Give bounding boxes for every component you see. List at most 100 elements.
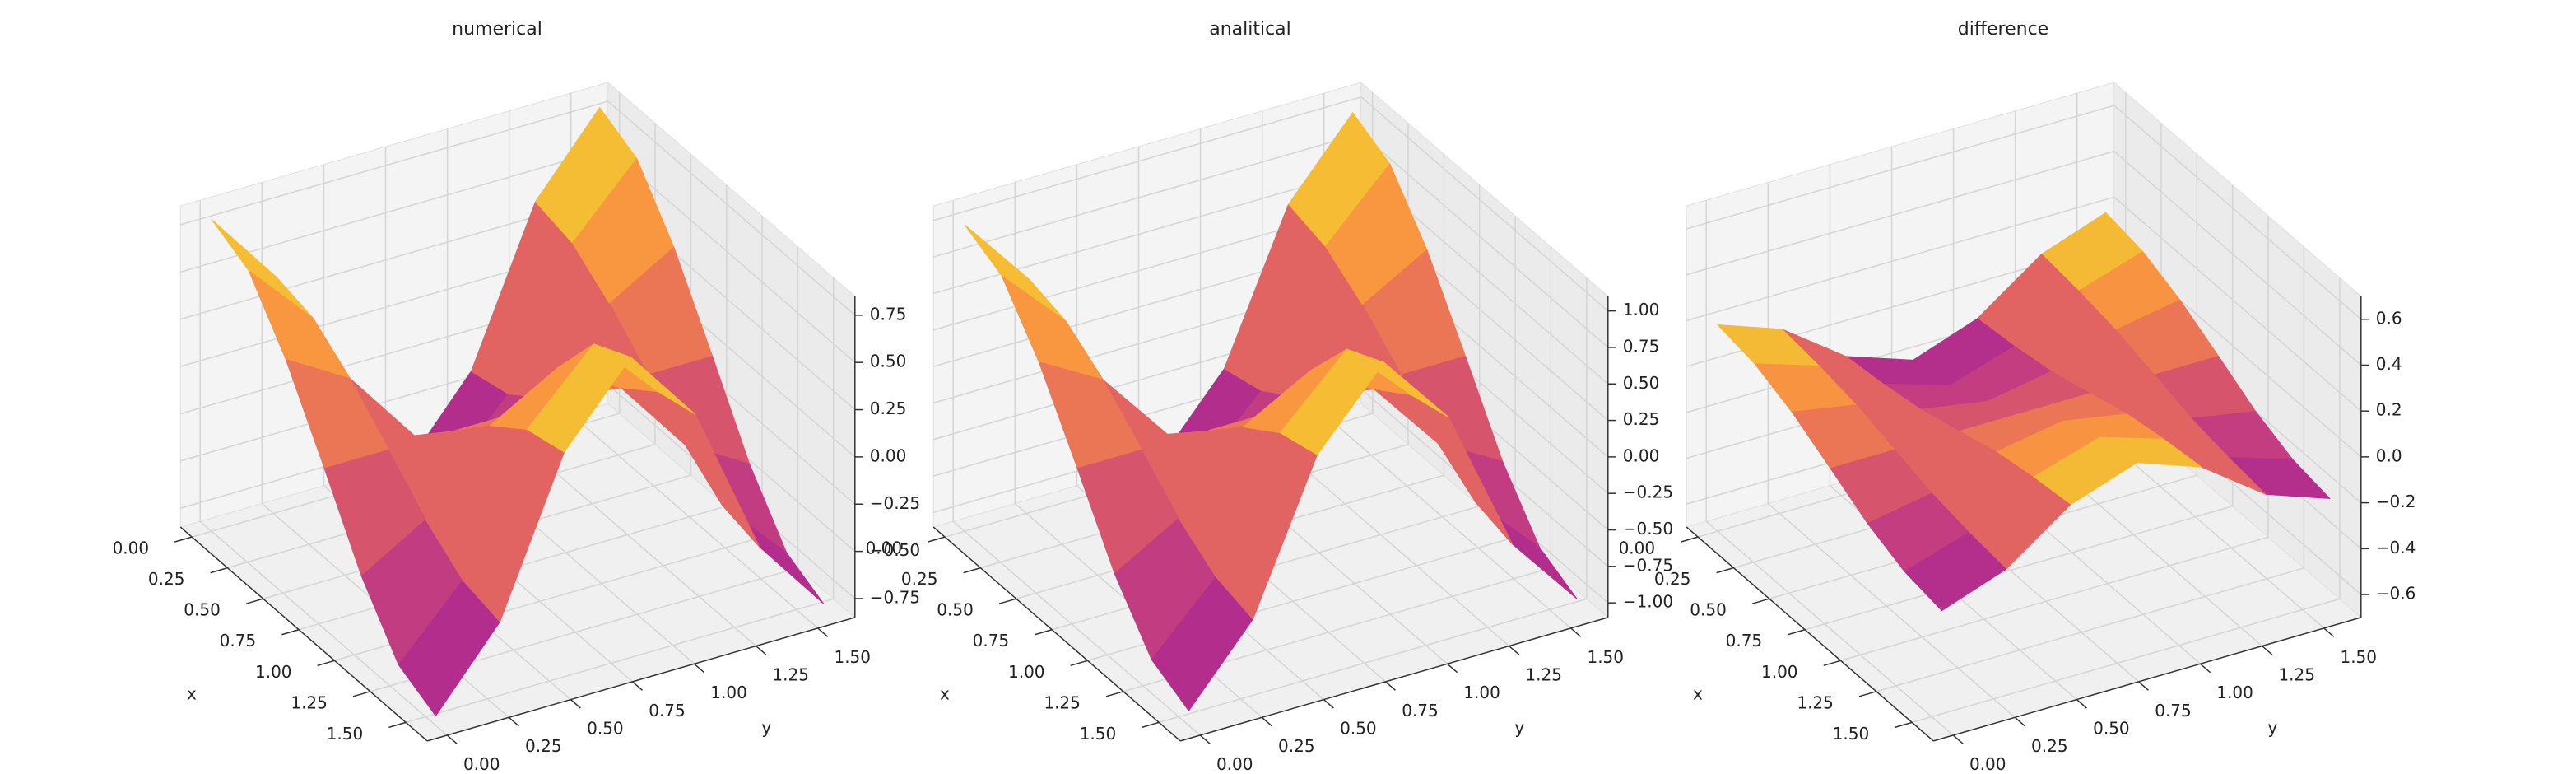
x-tick-label: 0.50 [184, 600, 221, 620]
z-tick-label: 0.4 [2376, 354, 2402, 374]
tick-mark [1751, 598, 1769, 604]
grid-line [1686, 196, 2362, 412]
z-tick-label: −0.75 [1623, 555, 1673, 575]
y-tick-label: 1.25 [1525, 664, 1562, 684]
x-tick-label: 0.00 [113, 539, 150, 558]
x-tick-label: 1.25 [1044, 692, 1081, 712]
tick-mark [2323, 627, 2335, 637]
axis-line [1686, 526, 1934, 742]
x-tick-label: 0.75 [220, 631, 257, 650]
y-tick-label: 0.25 [1278, 736, 1315, 756]
x-tick-label: 1.25 [291, 692, 328, 712]
tick-mark [1142, 721, 1160, 729]
chart-title: difference [1958, 19, 2048, 40]
x-tick-label: 1.25 [1797, 692, 1834, 712]
tick-mark [210, 567, 228, 574]
surface-patch [1904, 532, 2006, 612]
z-tick-label: 0.00 [1623, 445, 1660, 465]
y-tick-label: 0.50 [587, 718, 624, 738]
tick-mark [570, 699, 581, 709]
x-tick-label: 0.50 [937, 600, 974, 620]
axis-line [1932, 617, 2362, 742]
tick-mark [817, 627, 829, 637]
x-tick-label: 0.25 [148, 569, 185, 589]
y-tick-label: 0.00 [1969, 754, 2006, 774]
tick-mark [998, 598, 1016, 604]
z-tick-label: 0.75 [1623, 336, 1660, 356]
x-tick-label: 1.00 [255, 662, 292, 682]
z-tick-label: 0.00 [870, 445, 907, 465]
tick-mark [2076, 699, 2087, 709]
z-tick-label: 0.0 [2376, 445, 2402, 465]
z-tick-label: 0.75 [870, 304, 907, 324]
tick-mark [1952, 734, 1964, 744]
tick-mark [1823, 660, 1841, 667]
x-tick-label: 1.50 [1833, 724, 1870, 744]
tick-mark [756, 646, 767, 655]
grid-line [1767, 182, 2016, 718]
axis-line [179, 526, 428, 742]
tick-mark [1384, 681, 1396, 691]
x-axis-label: x [1693, 683, 1703, 703]
y-tick-label: 0.25 [525, 736, 562, 756]
grid-line [1705, 200, 1954, 736]
tick-mark [1681, 536, 1699, 543]
tick-mark [174, 536, 193, 543]
y-tick-label: 0.75 [2155, 701, 2192, 720]
tick-mark [2200, 663, 2211, 674]
grid-line [179, 100, 856, 316]
y-tick-label: 1.00 [1463, 683, 1500, 702]
x-tick-label: 0.25 [1654, 569, 1691, 589]
y-axis-label: y [761, 717, 771, 737]
grid-line [1829, 164, 2077, 701]
z-tick-label: 1.00 [1623, 300, 1660, 319]
y-tick-label: 0.00 [1216, 754, 1253, 774]
tick-mark [317, 660, 335, 667]
x-tick-label: 1.00 [1008, 662, 1045, 682]
y-tick-label: 1.25 [772, 664, 809, 684]
tick-mark [1447, 663, 1458, 674]
tick-mark [1035, 629, 1053, 636]
tick-mark [1199, 734, 1211, 744]
tick-mark [2014, 716, 2025, 727]
x-tick-label: 1.50 [327, 724, 364, 744]
y-tick-label: 0.50 [1340, 718, 1377, 738]
tick-mark [1895, 721, 1913, 729]
grid-line [199, 200, 448, 736]
y-tick-label: 1.50 [834, 647, 871, 667]
z-tick-label: −0.2 [2376, 492, 2416, 511]
x-tick-label: 1.50 [1080, 724, 1117, 744]
tick-mark [1261, 716, 1272, 727]
tick-mark [245, 598, 263, 604]
x-tick-label: 0.00 [866, 539, 903, 558]
grid-line [932, 96, 1609, 312]
tick-mark [631, 681, 643, 691]
y-tick-label: 0.75 [649, 701, 686, 720]
y-tick-label: 1.50 [1587, 647, 1624, 667]
grid-line [1158, 277, 1588, 724]
z-tick-label: −0.50 [870, 540, 920, 560]
surface-patch [1279, 348, 1385, 455]
z-tick-label: 0.50 [1623, 373, 1660, 393]
tick-mark [2262, 646, 2273, 655]
tick-mark [281, 629, 300, 636]
chart-title: numerical [452, 19, 542, 40]
x-axis-label: x [187, 683, 197, 703]
axis-line [932, 526, 1181, 742]
tick-mark [1716, 567, 1734, 574]
surface-patch [526, 343, 632, 453]
z-tick-label: −0.75 [870, 587, 920, 607]
tick-mark [352, 691, 371, 697]
x-tick-label: 0.50 [1690, 600, 1727, 620]
tick-mark [446, 734, 458, 744]
y-tick-label: 0.50 [2093, 718, 2130, 738]
x-tick-label: 1.00 [1761, 662, 1798, 682]
x-axis-label: x [940, 683, 950, 703]
z-tick-label: 0.2 [2376, 400, 2402, 420]
z-tick-label: 0.50 [870, 352, 907, 371]
x-tick-label: 0.00 [1619, 539, 1656, 558]
y-axis-label: y [2267, 717, 2277, 737]
tick-mark [928, 536, 946, 543]
